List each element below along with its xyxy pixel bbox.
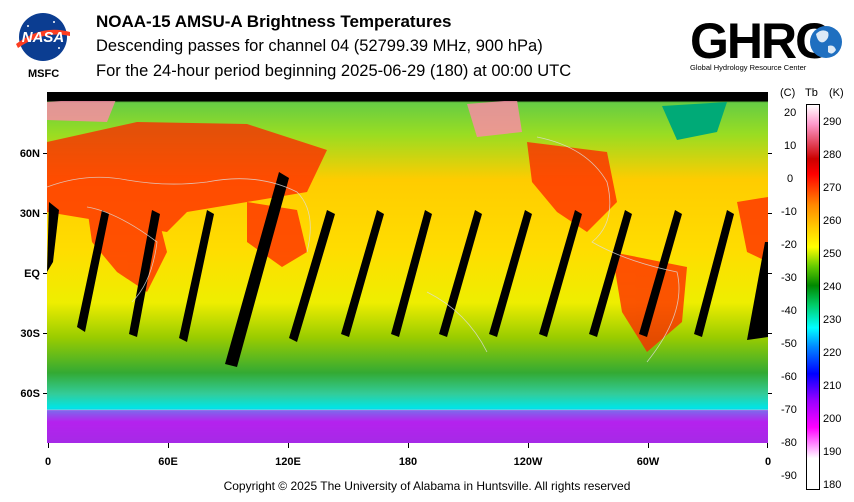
lat-tick-right xyxy=(768,273,772,274)
nasa-wordmark: NASA xyxy=(22,29,65,46)
lon-label-0-right: 0 xyxy=(764,456,772,468)
lon-tick xyxy=(767,443,768,448)
page-title: NOAA-15 AMSU-A Brightness Temperatures xyxy=(96,12,452,31)
ghrc-logo: GHRC Global Hydrology Resource Center xyxy=(688,10,848,74)
colorbar-k-label: 290 xyxy=(823,116,842,128)
greenland-region xyxy=(662,102,727,140)
colorbar-k-label: 210 xyxy=(823,380,842,392)
copyright-notice: Copyright © 2025 The University of Alaba… xyxy=(223,479,631,493)
lat-tick xyxy=(43,393,47,394)
lat-tick-right xyxy=(768,393,772,394)
colorbar-k-label: 230 xyxy=(823,314,842,326)
colorbar-unit-c: (C) xyxy=(780,87,796,99)
colorbar-c-label: 10 xyxy=(784,140,797,152)
nasa-logo: NASA xyxy=(14,12,72,62)
warm-land-regions xyxy=(47,122,768,352)
colorbar-c-label: -90 xyxy=(781,470,797,482)
lat-tick xyxy=(43,333,47,334)
colorbar-unit-k: (K) xyxy=(829,87,844,99)
lat-tick xyxy=(43,273,47,274)
colorbar-c-label: -60 xyxy=(781,371,797,383)
lat-label-30s: 30S xyxy=(20,328,40,340)
colorbar-c-label: -50 xyxy=(781,338,797,350)
lon-tick xyxy=(48,443,49,448)
colorbar-c-label: -80 xyxy=(781,437,797,449)
lat-tick-right xyxy=(768,213,772,214)
lat-label-eq: EQ xyxy=(24,268,40,280)
lat-tick-right xyxy=(768,153,772,154)
colorbar-k-label: 260 xyxy=(823,215,842,227)
lon-tick xyxy=(648,443,649,448)
colorbar-c-label: 0 xyxy=(787,173,794,185)
msfc-label: MSFC xyxy=(28,68,60,80)
pink-arctic-regions xyxy=(47,97,522,137)
lon-label-60w: 60W xyxy=(636,456,660,468)
lon-tick xyxy=(288,443,289,448)
lon-label-0: 0 xyxy=(44,456,52,468)
ghrc-subtitle: Global Hydrology Resource Center xyxy=(690,63,807,72)
lat-label-60n: 60N xyxy=(19,148,40,160)
colorbar-c-label: -10 xyxy=(781,206,797,218)
colorbar xyxy=(806,104,820,490)
colorbar-k-label: 220 xyxy=(823,347,842,359)
lat-tick xyxy=(43,213,47,214)
lon-label-60e: 60E xyxy=(158,456,178,468)
lon-tick xyxy=(168,443,169,448)
colorbar-k-label: 250 xyxy=(823,248,842,260)
colorbar-c-label: 20 xyxy=(784,107,797,119)
colorbar-k-label: 190 xyxy=(823,446,842,458)
lat-tick-right xyxy=(768,333,772,334)
colorbar-c-label: -40 xyxy=(781,305,797,317)
colorbar-k-label: 280 xyxy=(823,149,842,161)
lon-tick xyxy=(528,443,529,448)
lat-tick xyxy=(43,153,47,154)
lon-label-180: 180 xyxy=(398,456,418,468)
antarctic-region xyxy=(47,410,768,443)
colorbar-c-label: -30 xyxy=(781,272,797,284)
brightness-temperature-map xyxy=(46,92,768,443)
colorbar-k-label: 240 xyxy=(823,281,842,293)
colorbar-unit-tb: Tb xyxy=(805,87,818,99)
lat-label-60s: 60S xyxy=(20,388,40,400)
lon-tick xyxy=(408,443,409,448)
lat-label-30n: 30N xyxy=(19,208,40,220)
colorbar-c-label: -20 xyxy=(781,239,797,251)
lon-label-120e: 120E xyxy=(275,456,301,468)
channel-subtitle: Descending passes for channel 04 (52799.… xyxy=(96,37,543,55)
period-subtitle: For the 24-hour period beginning 2025-06… xyxy=(96,62,572,80)
ghrc-wordmark: GHRC xyxy=(690,13,830,69)
missing-data-swaths xyxy=(47,92,768,367)
lon-label-120w: 120W xyxy=(513,456,543,468)
colorbar-k-label: 180 xyxy=(823,479,842,491)
colorbar-c-label: -70 xyxy=(781,404,797,416)
colorbar-k-label: 270 xyxy=(823,182,842,194)
colorbar-k-label: 200 xyxy=(823,413,842,425)
